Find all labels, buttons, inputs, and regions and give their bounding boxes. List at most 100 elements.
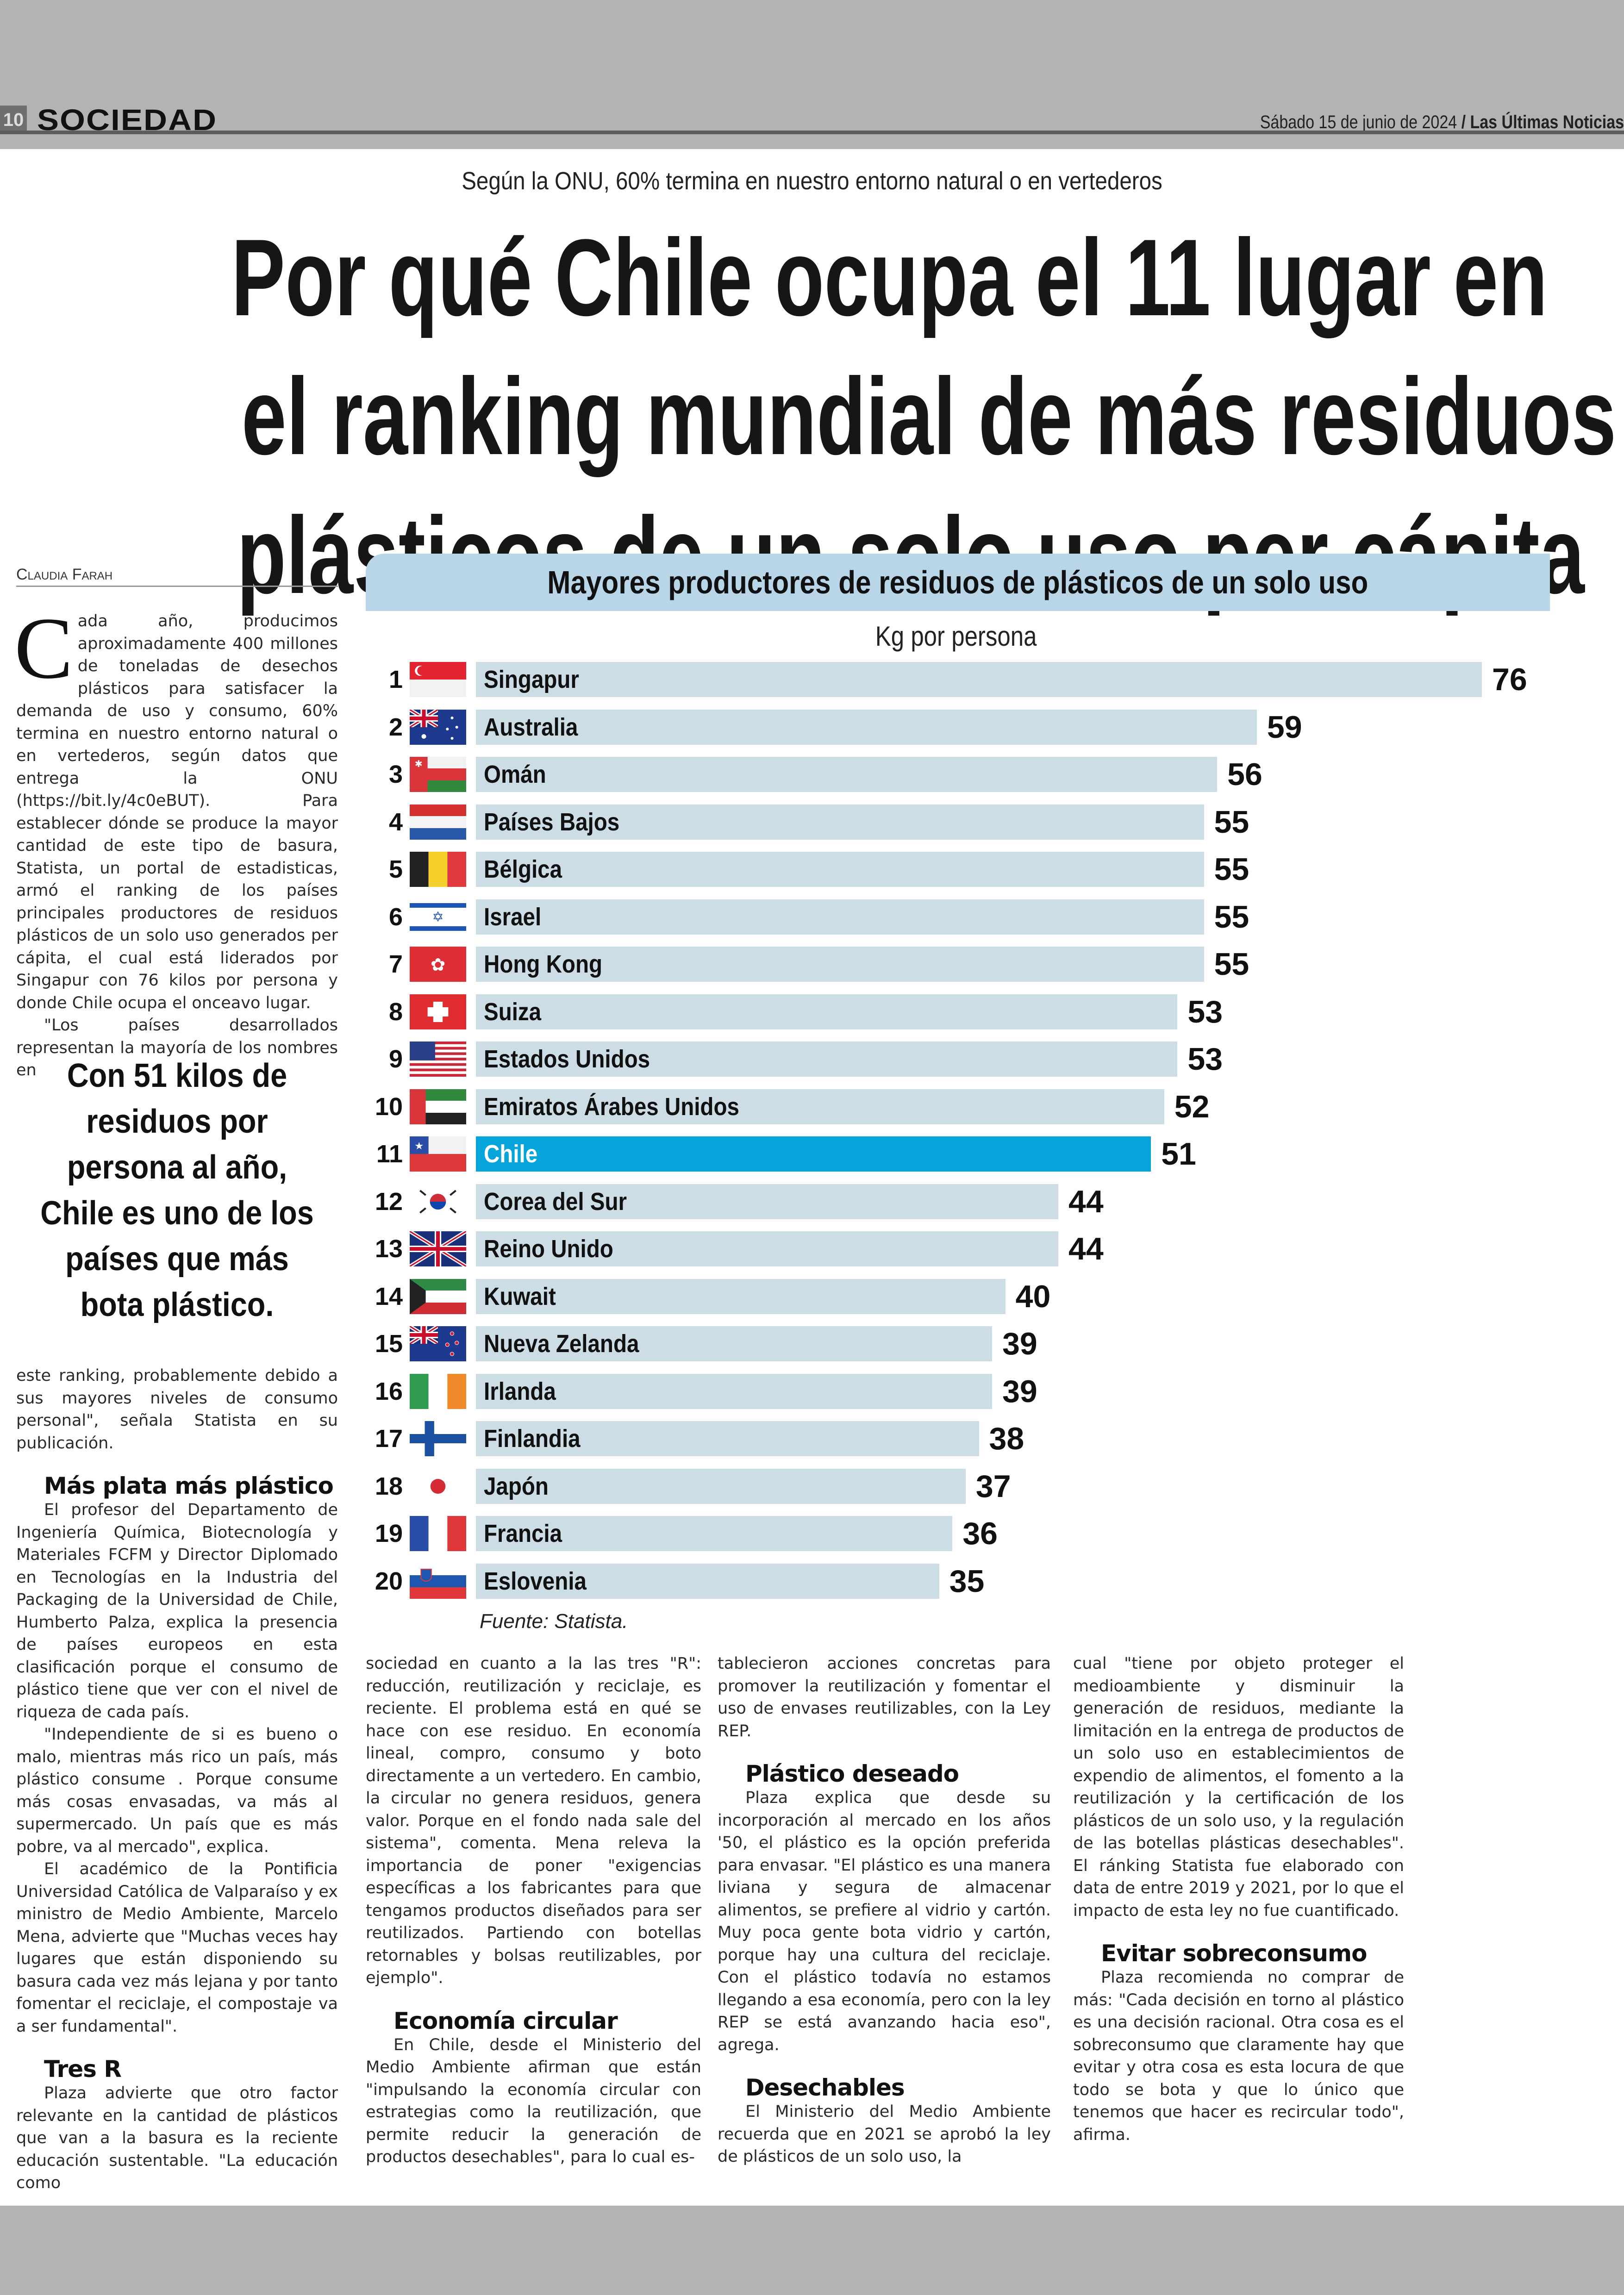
subheading: Evitar sobreconsumo: [1101, 1940, 1367, 1967]
flag-france-icon: [410, 1516, 466, 1551]
paragraph: cual "tiene por objeto proteger el medio…: [1073, 1654, 1404, 1920]
value-label: 59: [1267, 709, 1302, 745]
chart-row: 9 Estados Unidos 53: [366, 1041, 1616, 1078]
value-label: 44: [1068, 1184, 1104, 1219]
country-label: Países Bajos: [484, 808, 620, 836]
paragraph: En Chile, desde el Ministerio del Medio …: [366, 2035, 701, 2167]
rank-label: 8: [388, 998, 403, 1026]
issue-date: Sábado 15 de junio de 2024: [1260, 112, 1457, 132]
footer-band: [0, 2206, 1624, 2295]
column-1-bottom: este ranking, probablemente debido a sus…: [16, 1365, 338, 2195]
publication-name: / Las Últimas Noticias: [1461, 112, 1624, 132]
pull-quote-text: Con 51 kilos de residuos por persona al …: [40, 1057, 314, 1323]
rank-label: 10: [375, 1092, 403, 1121]
country-label: Hong Kong: [484, 950, 603, 978]
paragraph: Plaza explica que desde su incorporación…: [718, 1789, 1051, 2054]
value-label: 37: [975, 1468, 1011, 1504]
chart-row: 20 Eslovenia 35: [366, 1563, 1616, 1600]
country-label: Suiza: [484, 998, 542, 1026]
page-number: 10: [0, 106, 27, 134]
paragraph: Plaza recomienda no comprar de más: "Cad…: [1073, 1968, 1404, 2144]
chart-row: 19 Francia 36: [366, 1515, 1616, 1552]
paragraph: "Los países desarrollados representan la…: [16, 1016, 338, 1079]
chart-row: 3 ✱ Omán 56: [366, 756, 1616, 793]
value-label: 52: [1174, 1089, 1210, 1124]
rank-label: 6: [388, 903, 403, 931]
bar: [476, 804, 1204, 840]
chart-row: 1 Singapur 76: [366, 661, 1616, 698]
intro-text: ada año, producimos aproximadamente 400 …: [16, 612, 338, 1012]
country-label: Emiratos Árabes Unidos: [484, 1092, 739, 1121]
country-label: Singapur: [484, 666, 579, 693]
bar: [476, 1136, 1151, 1172]
value-label: 40: [1015, 1278, 1051, 1314]
country-label: Japón: [484, 1472, 549, 1500]
column-2: sociedad en cuanto a la las tres "R": re…: [366, 1653, 701, 2169]
value-label: 36: [962, 1516, 998, 1551]
country-label: Finlandia: [484, 1425, 581, 1453]
bar: [476, 662, 1482, 697]
subheading: Plástico deseado: [745, 1760, 959, 1787]
rank-label: 11: [376, 1140, 403, 1168]
bar: [476, 994, 1178, 1029]
rank-label: 1: [388, 666, 403, 693]
chart-row: 11 ★ Chile 51: [366, 1135, 1616, 1172]
rank-label: 12: [375, 1187, 403, 1216]
chart-row: 16 Irlanda 39: [366, 1373, 1616, 1410]
chart-row: 15 Nueva Zelanda 39: [366, 1325, 1616, 1362]
chart-unit-text: Kg por persona: [875, 621, 1037, 652]
flag-israel-icon: ✡: [410, 899, 466, 935]
value-label: 53: [1187, 994, 1223, 1029]
chart-row: 8 Suiza 53: [366, 993, 1616, 1030]
chart-row: 2 Australia 59: [366, 709, 1616, 746]
rank-label: 19: [375, 1520, 403, 1547]
flag-slovenia-icon: [410, 1563, 466, 1599]
rank-label: 9: [388, 1045, 403, 1073]
country-label: Chile: [484, 1140, 538, 1168]
rank-label: 18: [375, 1472, 403, 1500]
paragraph: este ranking, probablemente debido a sus…: [16, 1366, 338, 1453]
chart-row: 7 ✿ Hong Kong 55: [366, 946, 1616, 983]
flag-japan-icon: [410, 1468, 466, 1504]
column-4: cual "tiene por objeto proteger el medio…: [1073, 1653, 1404, 2146]
flag-belgium-icon: [410, 852, 466, 887]
country-label: Bélgica: [484, 855, 562, 883]
value-label: 51: [1161, 1136, 1196, 1172]
flag-usa-icon: [410, 1041, 466, 1077]
flag-switzerland-icon: [410, 994, 466, 1029]
chart-row: 5 Bélgica 55: [366, 851, 1616, 888]
bar: [476, 1089, 1164, 1124]
bar: [476, 1041, 1178, 1077]
headline-line: el ranking mundial de más residuos: [241, 355, 1617, 478]
chart-row: 17 Finlandia 38: [366, 1420, 1616, 1457]
bar: [476, 1373, 993, 1409]
bar: [476, 1421, 979, 1456]
chart-title-text: Mayores productores de residuos de plást…: [547, 564, 1368, 600]
value-label: 55: [1214, 947, 1249, 982]
rank-label: 3: [388, 761, 403, 788]
country-label: Omán: [484, 761, 546, 788]
bar: [476, 852, 1204, 887]
flag-australia-icon: [410, 709, 466, 745]
country-label: Estados Unidos: [484, 1045, 650, 1073]
rank-label: 15: [375, 1330, 403, 1358]
bar: [476, 757, 1218, 792]
bar: [476, 1326, 993, 1361]
rank-label: 2: [388, 713, 403, 741]
country-label: Reino Unido: [484, 1235, 613, 1263]
drop-cap: C: [14, 600, 73, 697]
value-label: 55: [1214, 899, 1249, 935]
bar: [476, 1231, 1059, 1266]
bar: [476, 1516, 953, 1551]
flag-ireland-icon: [410, 1373, 466, 1409]
value-label: 38: [989, 1421, 1024, 1456]
rank-label: 17: [375, 1425, 403, 1453]
flag-new-zealand-icon: [410, 1326, 466, 1361]
flag-kuwait-icon: [410, 1278, 466, 1314]
flag-singapore-icon: [410, 662, 466, 697]
value-label: 39: [1002, 1373, 1037, 1409]
chart-unit-label: Kg por persona: [694, 620, 1218, 652]
chart-row: 14 Kuwait 40: [366, 1278, 1616, 1315]
paragraph: sociedad en cuanto a la las tres "R": re…: [366, 1654, 701, 1987]
